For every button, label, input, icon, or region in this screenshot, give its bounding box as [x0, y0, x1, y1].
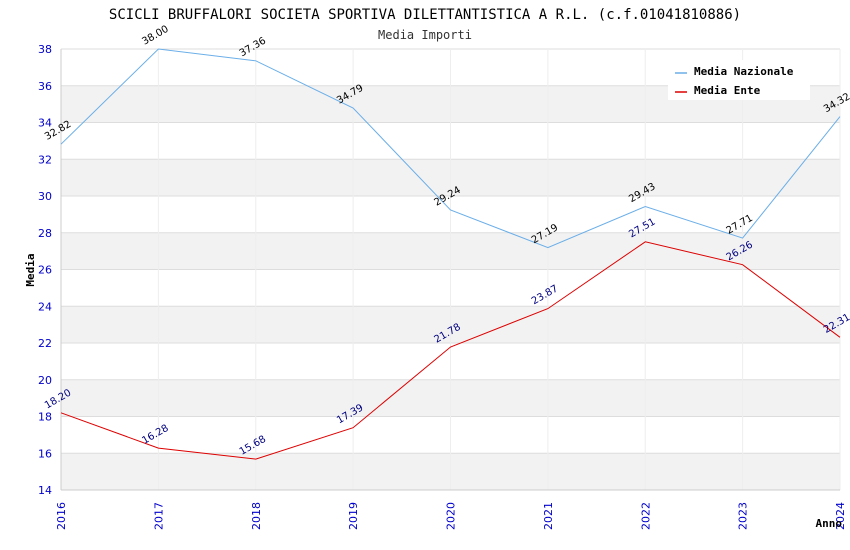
legend-box [668, 60, 810, 100]
x-tick-label: 2024 [834, 502, 847, 530]
series-lines [60, 48, 841, 460]
y-tick-label: 34 [38, 117, 52, 130]
data-label: 38.00 [140, 24, 170, 48]
x-tick-label: 2020 [445, 502, 458, 530]
y-tick-label: 36 [38, 80, 52, 93]
x-tick-label: 2017 [152, 502, 165, 530]
y-tick-label: 24 [38, 300, 52, 313]
x-tick-label: 2019 [347, 502, 360, 530]
y-tick-label: 30 [38, 190, 52, 203]
y-tick-label: 20 [38, 374, 52, 387]
legend-label-media-ente: Media Ente [694, 84, 761, 97]
y-tick-label: 32 [38, 153, 52, 166]
y-tick-label: 38 [38, 43, 52, 56]
y-tick-label: 28 [38, 227, 52, 240]
chart-title: SCICLI BRUFFALORI SOCIETA SPORTIVA DILET… [109, 7, 741, 23]
x-tick-labels: 2016 2017 2018 2019 2020 2021 2022 2023 2024 [55, 502, 847, 530]
y-axis-label: Media [24, 253, 37, 286]
y-tick-label: 18 [38, 411, 52, 424]
data-label: 37.36 [238, 36, 268, 60]
axes [60, 49, 840, 491]
x-tick-label: 2023 [737, 502, 750, 530]
chart-subtitle: Media Importi [378, 28, 472, 42]
x-axis-label: Anno [816, 517, 843, 530]
data-label: 16.28 [140, 423, 170, 447]
series-line-media-ente [60, 241, 841, 460]
y-tick-label: 14 [38, 484, 52, 497]
x-tick-label: 2018 [250, 502, 263, 530]
y-tick-label: 22 [38, 337, 52, 350]
legend: Media Nazionale Media Ente [668, 60, 810, 100]
x-tick-label: 2021 [542, 502, 555, 530]
x-tick-label: 2016 [55, 502, 68, 530]
y-tick-labels: 14 16 18 20 22 24 26 28 30 32 34 36 38 [38, 43, 52, 497]
grid-lines [60, 48, 841, 491]
y-tick-label: 26 [38, 264, 52, 277]
series-line-media-nazionale [60, 48, 841, 249]
x-tick-label: 2022 [639, 502, 652, 530]
y-tick-label: 16 [38, 447, 52, 460]
legend-label-media-nazionale: Media Nazionale [694, 65, 794, 78]
